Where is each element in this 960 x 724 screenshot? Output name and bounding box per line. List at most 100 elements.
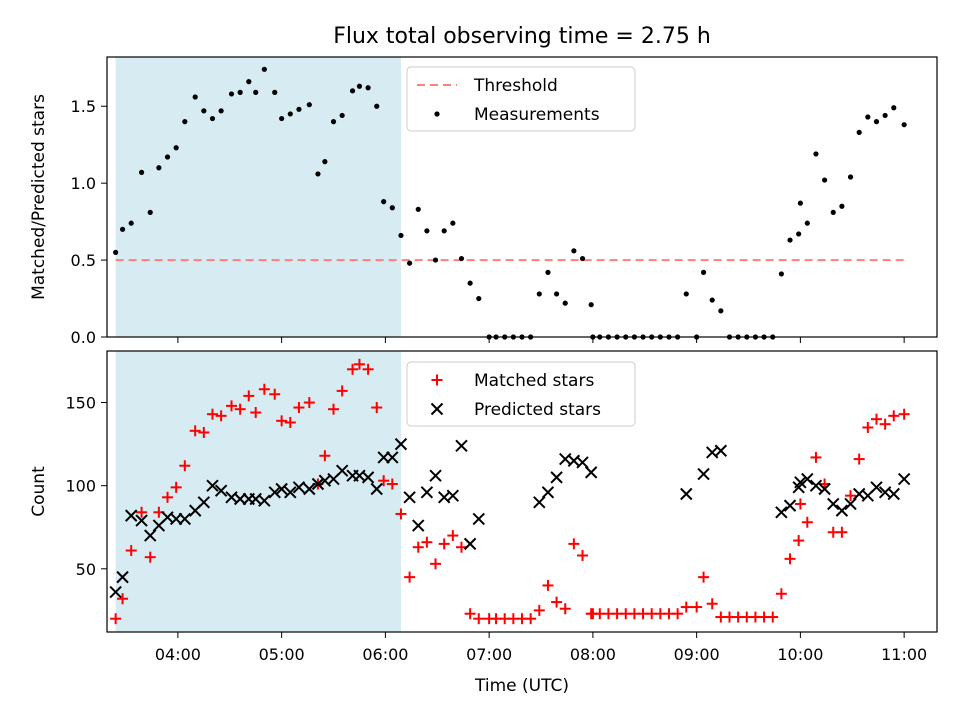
data-point-x: [361, 471, 375, 484]
data-point-plus: [110, 613, 122, 625]
x-tick-label: 04:00: [155, 645, 201, 664]
y-tick-label: 1.5: [71, 97, 96, 116]
data-point-dot: [173, 145, 179, 151]
data-point-x: [206, 479, 219, 492]
data-point-x: [178, 512, 192, 526]
data-point-x: [116, 570, 129, 584]
data-point-plus: [353, 358, 365, 370]
data-point-plus: [836, 526, 848, 538]
legend-label: Measurements: [474, 105, 600, 125]
data-point-x: [386, 451, 399, 464]
data-point-dot: [228, 91, 235, 97]
data-point-dot: [891, 105, 897, 111]
data-point-x: [775, 506, 788, 519]
data-point-x: [403, 491, 416, 504]
data-point-plus: [879, 418, 891, 430]
data-point-plus: [870, 413, 882, 425]
data-point-x: [268, 486, 281, 499]
data-point-plus: [438, 538, 450, 550]
x-tick-label: 11:00: [881, 645, 927, 664]
legend-label: Threshold: [473, 76, 558, 96]
data-point-dot: [700, 269, 707, 275]
data-point-dot: [330, 119, 337, 125]
data-point-dot: [813, 151, 819, 157]
data-point-plus: [853, 453, 865, 465]
top-shaded-span: [115, 57, 401, 337]
x-tick-label: 08:00: [570, 645, 616, 664]
data-point-x: [144, 529, 157, 542]
data-point-dot: [356, 83, 363, 89]
data-point-x: [284, 486, 297, 499]
top-legend: Threshold Measurements: [406, 66, 636, 132]
y-tick-label: 1.0: [71, 174, 96, 193]
data-point-plus: [243, 390, 255, 402]
data-point-x: [794, 476, 807, 489]
data-point-dot: [306, 102, 312, 108]
data-point-plus: [234, 403, 246, 415]
data-point-plus: [347, 363, 359, 375]
data-point-x: [446, 489, 460, 502]
data-point-dot: [683, 291, 689, 297]
data-point-plus: [179, 460, 191, 472]
data-point-dot: [279, 115, 285, 122]
data-point-dot: [287, 111, 293, 117]
data-point-x: [292, 481, 306, 494]
data-point-plus: [250, 407, 262, 419]
data-point-plus: [336, 385, 348, 397]
y-tick-label: 100: [65, 477, 96, 496]
x-tick-label: 07:00: [466, 645, 512, 664]
data-point-dot: [374, 103, 380, 109]
data-point-dot: [830, 209, 836, 215]
legend-box: [406, 361, 636, 427]
data-point-dot: [545, 269, 551, 275]
data-point-plus: [117, 593, 129, 605]
bottom-panel: 04:00 05:00 06:00 07:00 08:00 09:00 10:00 11:00…: [29, 350, 938, 696]
data-point-dot: [322, 159, 328, 165]
data-point-dot: [209, 115, 216, 122]
data-point-dot: [847, 174, 854, 180]
data-point-dot: [553, 291, 560, 297]
data-point-x: [870, 481, 883, 494]
data-point-plus: [198, 426, 210, 438]
data-point-dot: [778, 271, 784, 277]
data-point-dot: [398, 232, 404, 239]
data-point-x: [809, 479, 823, 492]
data-point-plus: [691, 601, 703, 613]
data-point-x: [463, 537, 477, 551]
data-point-dot: [787, 237, 793, 243]
bottom-y-axis-label: Count: [29, 466, 49, 517]
data-point-dot: [571, 248, 577, 254]
data-point-x: [801, 472, 814, 486]
data-point-plus: [421, 536, 433, 548]
data-point-dot: [253, 89, 259, 95]
data-point-plus: [430, 558, 442, 570]
data-point-dot: [113, 249, 119, 255]
data-point-dot: [218, 108, 224, 114]
data-point-plus: [577, 550, 589, 562]
data-point-dot: [128, 220, 134, 226]
data-point-x: [311, 477, 325, 491]
data-point-dot: [315, 171, 321, 177]
data-point-plus: [898, 408, 910, 420]
data-point-x: [197, 496, 211, 509]
data-point-dot: [389, 205, 395, 211]
top-ticks: 0.0 0.5 1.0 1.5: [71, 97, 905, 347]
data-point-dot: [709, 297, 715, 303]
data-point-dot: [839, 203, 845, 209]
data-point-dot: [138, 169, 145, 175]
data-point-plus: [767, 611, 779, 623]
data-point-x: [335, 464, 349, 477]
data-point-x: [370, 482, 383, 496]
data-point-dot: [407, 260, 413, 266]
data-point-plus: [319, 450, 331, 462]
data-point-x: [135, 514, 148, 527]
data-point-x: [584, 466, 598, 479]
data-point-dot: [476, 295, 482, 302]
legend-swatch: [434, 111, 440, 117]
data-point-x: [576, 456, 589, 469]
data-point-x: [827, 497, 840, 511]
data-point-plus: [672, 608, 684, 620]
top-y-axis-label: Matched/Predicted stars: [29, 94, 49, 300]
data-point-x: [394, 437, 408, 451]
data-point-plus: [386, 478, 398, 490]
